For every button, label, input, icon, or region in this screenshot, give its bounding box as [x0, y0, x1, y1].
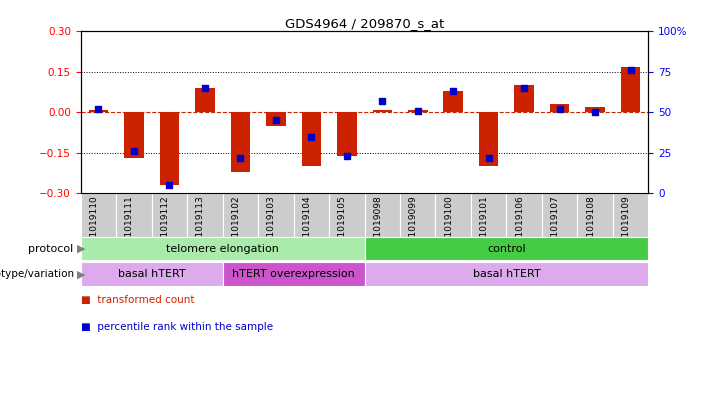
Bar — [231, 112, 250, 172]
Bar — [585, 107, 605, 112]
Text: GSM1019113: GSM1019113 — [196, 195, 205, 256]
Bar — [151, 193, 187, 237]
Bar — [160, 112, 179, 185]
Bar — [550, 104, 569, 112]
Point — [412, 108, 423, 114]
Text: GSM1019102: GSM1019102 — [231, 195, 240, 256]
Text: GSM1019110: GSM1019110 — [89, 195, 98, 256]
Text: GSM1019101: GSM1019101 — [479, 195, 489, 256]
Bar — [400, 193, 435, 237]
Bar — [479, 112, 498, 166]
Bar — [81, 263, 223, 286]
Text: ■  percentile rank within the sample: ■ percentile rank within the sample — [81, 322, 273, 332]
Bar — [365, 263, 648, 286]
Point — [164, 182, 175, 188]
Point — [590, 109, 601, 116]
Text: GSM1019112: GSM1019112 — [161, 195, 170, 256]
Point — [376, 98, 388, 104]
Point — [519, 85, 530, 91]
Bar — [337, 112, 357, 156]
Bar — [258, 193, 294, 237]
Title: GDS4964 / 209870_s_at: GDS4964 / 209870_s_at — [285, 17, 444, 30]
Text: GSM1019100: GSM1019100 — [444, 195, 454, 256]
Text: control: control — [487, 244, 526, 253]
Bar — [301, 112, 321, 166]
Bar — [116, 193, 151, 237]
Point — [270, 118, 281, 124]
Bar — [542, 193, 578, 237]
Bar — [88, 110, 108, 112]
Text: GSM1019108: GSM1019108 — [586, 195, 595, 256]
Text: GSM1019105: GSM1019105 — [338, 195, 347, 256]
Bar — [408, 110, 428, 112]
Text: GSM1019111: GSM1019111 — [125, 195, 134, 256]
Text: GSM1019109: GSM1019109 — [622, 195, 631, 256]
Bar — [294, 193, 329, 237]
Bar — [621, 66, 641, 112]
Point — [341, 153, 353, 159]
Point — [306, 134, 317, 140]
Bar — [81, 237, 365, 261]
Bar — [365, 193, 400, 237]
Bar — [81, 193, 116, 237]
Text: GSM1019098: GSM1019098 — [373, 195, 382, 256]
Text: GSM1019103: GSM1019103 — [267, 195, 275, 256]
Text: telomere elongation: telomere elongation — [166, 244, 279, 253]
Point — [625, 67, 637, 73]
Bar — [435, 193, 471, 237]
Text: genotype/variation: genotype/variation — [0, 269, 77, 279]
Point — [448, 88, 459, 94]
Text: GSM1019104: GSM1019104 — [302, 195, 311, 256]
Text: hTERT overexpression: hTERT overexpression — [232, 269, 355, 279]
Point — [483, 154, 494, 161]
Point — [199, 85, 210, 91]
Bar — [223, 193, 258, 237]
Bar — [329, 193, 365, 237]
Text: ▶: ▶ — [77, 269, 86, 279]
Bar — [195, 88, 215, 112]
Bar — [187, 193, 223, 237]
Text: protocol: protocol — [28, 244, 77, 254]
Point — [128, 148, 139, 154]
Point — [235, 154, 246, 161]
Bar — [471, 193, 507, 237]
Point — [93, 106, 104, 112]
Bar — [515, 85, 534, 112]
Text: GSM1019107: GSM1019107 — [551, 195, 559, 256]
Bar — [124, 112, 144, 158]
Text: ▶: ▶ — [77, 244, 86, 254]
Bar — [223, 263, 365, 286]
Bar — [372, 110, 392, 112]
Bar — [266, 112, 285, 126]
Bar — [578, 193, 613, 237]
Text: GSM1019106: GSM1019106 — [515, 195, 524, 256]
Text: basal hTERT: basal hTERT — [472, 269, 540, 279]
Point — [554, 106, 565, 112]
Bar — [365, 237, 648, 261]
Text: basal hTERT: basal hTERT — [118, 269, 186, 279]
Bar — [613, 193, 648, 237]
Text: ■  transformed count: ■ transformed count — [81, 295, 194, 305]
Bar — [444, 91, 463, 112]
Bar — [506, 193, 542, 237]
Text: GSM1019099: GSM1019099 — [409, 195, 418, 256]
